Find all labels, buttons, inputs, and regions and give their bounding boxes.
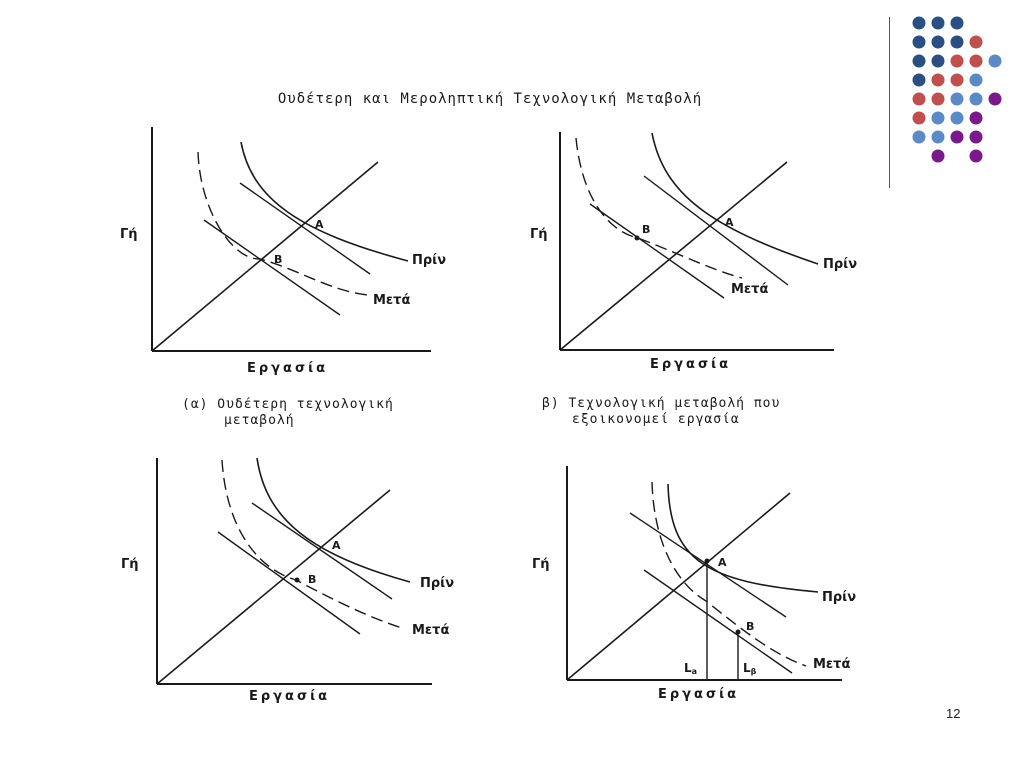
y-axis-label: Γή xyxy=(121,557,139,572)
x-axis-label: Εργασία xyxy=(650,357,731,372)
isoquant-before xyxy=(256,457,411,583)
curve-before-label: Πρίν xyxy=(412,253,446,268)
budget-line-before xyxy=(251,502,393,600)
decorative-dot xyxy=(969,73,983,87)
x-axis-label: Εργασία xyxy=(658,687,739,702)
curve-before-label: Πρίν xyxy=(822,590,856,605)
x-axis-label: Εργασία xyxy=(249,689,330,704)
decorative-dot xyxy=(931,149,945,163)
labor-b-subscript: β xyxy=(751,667,757,676)
curve-before-label: Πρίν xyxy=(420,576,454,591)
decorative-dot xyxy=(931,16,945,30)
panel-d: Γή Εργασία A B Πρίν Μετά La Lβ xyxy=(532,466,856,702)
y-axis-label: Γή xyxy=(530,227,548,242)
labor-b-letter: L xyxy=(743,661,751,675)
decorative-dot xyxy=(931,54,945,68)
decorative-dot xyxy=(931,111,945,125)
labor-a-label: La xyxy=(684,661,697,676)
expansion-ray xyxy=(156,489,391,685)
decorative-dot xyxy=(969,130,983,144)
decorative-dot xyxy=(950,54,964,68)
labor-a-letter: L xyxy=(684,661,692,675)
decorative-divider xyxy=(889,17,890,188)
point-a-label: A xyxy=(718,556,727,569)
decorative-dot xyxy=(950,130,964,144)
decorative-dot-grid xyxy=(912,16,1002,163)
decorative-dot xyxy=(969,111,983,125)
decorative-dot xyxy=(950,35,964,49)
caption-line-2: μεταβολή xyxy=(224,413,295,428)
decorative-dot xyxy=(931,92,945,106)
budget-line-after xyxy=(203,219,341,316)
decorative-dot xyxy=(931,130,945,144)
point-b-marker xyxy=(294,577,300,583)
expansion-ray xyxy=(559,161,788,351)
budget-line-before xyxy=(643,175,789,286)
point-b-label: B xyxy=(746,620,754,633)
point-b-label: B xyxy=(274,253,282,266)
x-axis-label: Εργασία xyxy=(247,361,328,376)
budget-line-before xyxy=(629,512,787,618)
decorative-dot xyxy=(950,16,964,30)
decorative-dot xyxy=(912,130,926,144)
curve-after-label: Μετά xyxy=(813,657,850,672)
decorative-dot xyxy=(950,111,964,125)
point-a-marker xyxy=(704,558,710,564)
budget-line-after xyxy=(643,569,793,674)
decorative-dot xyxy=(912,16,926,30)
decorative-dot xyxy=(931,35,945,49)
point-a-label: A xyxy=(332,539,341,552)
y-axis-label: Γή xyxy=(120,227,138,242)
expansion-ray xyxy=(151,161,379,352)
point-b-marker xyxy=(735,629,741,635)
budget-line-after xyxy=(589,203,725,299)
panel-a: Γή Εργασία A B Πρίν Μετά (α) Ουδέτερη τε… xyxy=(120,127,446,428)
curve-after-label: Μετά xyxy=(412,623,449,638)
point-b-label: B xyxy=(642,223,650,236)
decorative-dot xyxy=(969,35,983,49)
curve-after-label: Μετά xyxy=(373,293,410,308)
figure-title: Ουδέτερη και Μεροληπτική Τεχνολογική Μετ… xyxy=(278,91,702,107)
budget-line-after xyxy=(217,531,361,635)
point-a-label: A xyxy=(315,218,324,231)
decorative-dot xyxy=(931,73,945,87)
decorative-dot xyxy=(950,92,964,106)
isoquant-after xyxy=(651,481,807,667)
labor-b-label: Lβ xyxy=(743,661,757,676)
curve-before-label: Πρίν xyxy=(823,257,857,272)
decorative-dot xyxy=(912,92,926,106)
expansion-ray xyxy=(566,492,791,681)
decorative-dot xyxy=(969,92,983,106)
decorative-dot xyxy=(912,35,926,49)
isoquant-before xyxy=(651,132,819,265)
curve-after-label: Μετά xyxy=(731,282,768,297)
budget-line-before xyxy=(239,182,371,275)
point-b-marker xyxy=(634,235,640,241)
caption-line-1: β) Τεχνολογική μεταβολή που xyxy=(542,396,780,411)
decorative-dot xyxy=(950,73,964,87)
decorative-dot xyxy=(912,54,926,68)
caption-line-2: εξοικονομεί εργασία xyxy=(572,412,740,427)
point-b-label: B xyxy=(308,573,316,586)
point-a-label: A xyxy=(725,216,734,229)
isoquant-before xyxy=(667,483,819,593)
decorative-dot xyxy=(969,149,983,163)
decorative-dot xyxy=(912,111,926,125)
y-axis-label: Γή xyxy=(532,557,550,572)
isoquant-after xyxy=(575,137,743,279)
isoquant-before xyxy=(240,141,409,262)
decorative-dot xyxy=(988,54,1002,68)
page-number: 12 xyxy=(946,706,961,721)
panel-c: Γή Εργασία A B Πρίν Μετά xyxy=(121,457,454,704)
panel-b: Γή Εργασία A B Πρίν Μετά β) Τεχνολογική … xyxy=(530,132,857,427)
decorative-dot xyxy=(969,54,983,68)
labor-a-subscript: a xyxy=(692,667,697,676)
decorative-dot xyxy=(912,73,926,87)
decorative-dot xyxy=(988,92,1002,106)
isoquant-after xyxy=(197,151,369,296)
caption-line-1: (α) Ουδέτερη τεχνολογική xyxy=(182,397,394,412)
